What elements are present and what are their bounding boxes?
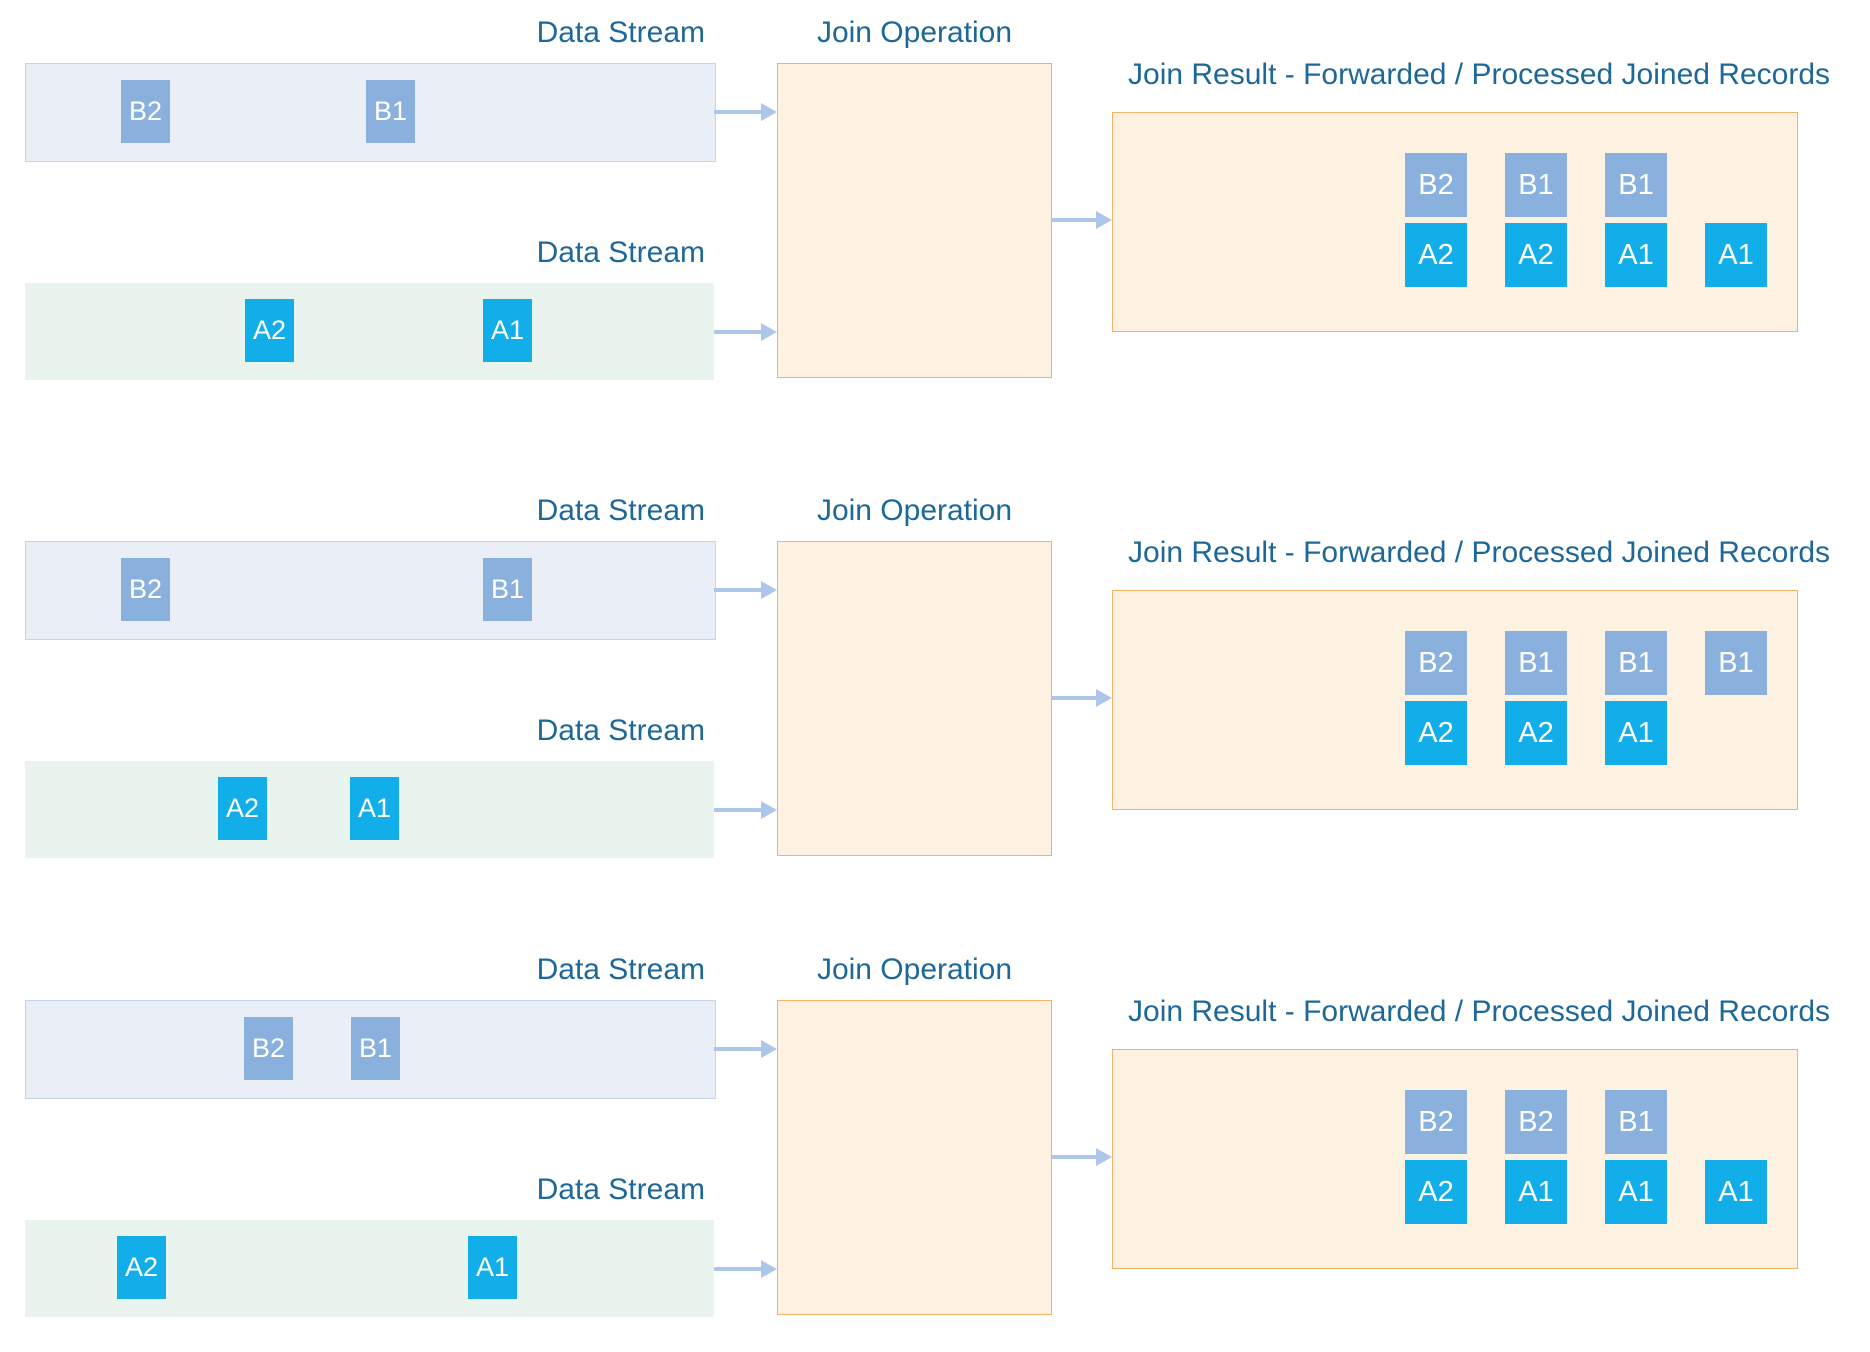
stream-a-record: A1 bbox=[483, 299, 532, 362]
join-operation-label: Join Operation bbox=[816, 16, 1013, 49]
stream-b-to-join-arrow-icon bbox=[714, 103, 777, 121]
result-record-a: A2 bbox=[1405, 223, 1467, 287]
stream-a-to-join-arrow-icon bbox=[714, 1260, 777, 1278]
result-record-a: A2 bbox=[1405, 701, 1467, 765]
result-record-b: B1 bbox=[1605, 631, 1667, 695]
result-record-b: B1 bbox=[1605, 1090, 1667, 1154]
stream-b-label: Data Stream bbox=[536, 16, 705, 49]
stream-a-bar: A2 A1 bbox=[25, 283, 714, 380]
stream-a-label: Data Stream bbox=[536, 1173, 705, 1206]
result-record-b: B2 bbox=[1405, 153, 1467, 217]
stream-a-label: Data Stream bbox=[536, 236, 705, 269]
stream-a-to-join-arrow-icon bbox=[714, 323, 777, 341]
join-operation-label: Join Operation bbox=[816, 494, 1013, 527]
stream-b-bar: B2 B1 bbox=[25, 1000, 716, 1099]
join-operation-label: Join Operation bbox=[816, 953, 1013, 986]
result-record-b: B1 bbox=[1505, 153, 1567, 217]
stream-b-label: Data Stream bbox=[536, 494, 705, 527]
join-operation-box bbox=[777, 541, 1052, 856]
join-operation-box bbox=[777, 63, 1052, 378]
stream-a-bar: A2 A1 bbox=[25, 1220, 714, 1317]
result-record-b: B1 bbox=[1605, 153, 1667, 217]
stream-a-label: Data Stream bbox=[536, 714, 705, 747]
join-result-box: B2 A2 B1 A2 B1 A1 B1 bbox=[1112, 590, 1798, 810]
result-record-a: A1 bbox=[1505, 1160, 1567, 1224]
result-record-b: B2 bbox=[1405, 631, 1467, 695]
stream-a-record: A1 bbox=[350, 777, 399, 840]
stream-b-label: Data Stream bbox=[536, 953, 705, 986]
result-record-a: A1 bbox=[1705, 1160, 1767, 1224]
stream-a-record: A2 bbox=[218, 777, 267, 840]
result-record-b: B1 bbox=[1505, 631, 1567, 695]
stream-b-to-join-arrow-icon bbox=[714, 581, 777, 599]
join-operation-box bbox=[777, 1000, 1052, 1315]
join-to-result-arrow-icon bbox=[1052, 1148, 1112, 1166]
result-record-b: B2 bbox=[1505, 1090, 1567, 1154]
result-record-b: B1 bbox=[1705, 631, 1767, 695]
join-to-result-arrow-icon bbox=[1052, 689, 1112, 707]
result-record-a: A1 bbox=[1605, 1160, 1667, 1224]
result-record-a: A2 bbox=[1505, 223, 1567, 287]
stream-a-to-join-arrow-icon bbox=[714, 801, 777, 819]
result-record-a: A1 bbox=[1605, 701, 1667, 765]
stream-b-record: B2 bbox=[121, 80, 170, 143]
join-row-1: Data Stream B2 B1 Data Stream A2 A1 Join O… bbox=[0, 0, 1870, 478]
join-result-title: Join Result - Forwarded / Processed Join… bbox=[1128, 995, 1830, 1028]
stream-a-bar: A2 A1 bbox=[25, 761, 714, 858]
stream-a-record: A2 bbox=[245, 299, 294, 362]
join-row-3: Data Stream B2 B1 Data Stream A2 A1 Join O… bbox=[0, 937, 1870, 1352]
stream-b-to-join-arrow-icon bbox=[714, 1040, 777, 1058]
join-row-2: Data Stream B2 B1 Data Stream A2 A1 Join O… bbox=[0, 478, 1870, 956]
stream-a-record: A1 bbox=[468, 1236, 517, 1299]
result-record-a: A1 bbox=[1605, 223, 1667, 287]
stream-a-record: A2 bbox=[117, 1236, 166, 1299]
stream-b-bar: B2 B1 bbox=[25, 63, 716, 162]
stream-b-record: B2 bbox=[244, 1017, 293, 1080]
result-record-a: A2 bbox=[1505, 701, 1567, 765]
result-record-b: B2 bbox=[1405, 1090, 1467, 1154]
stream-b-record: B1 bbox=[483, 558, 532, 621]
stream-b-record: B1 bbox=[351, 1017, 400, 1080]
join-result-box: B2 A2 B2 A1 B1 A1 A1 bbox=[1112, 1049, 1798, 1269]
result-record-a: A1 bbox=[1705, 223, 1767, 287]
result-record-a: A2 bbox=[1405, 1160, 1467, 1224]
stream-b-bar: B2 B1 bbox=[25, 541, 716, 640]
join-to-result-arrow-icon bbox=[1052, 211, 1112, 229]
join-result-box: B2 A2 B1 A2 B1 A1 A1 bbox=[1112, 112, 1798, 332]
join-result-title: Join Result - Forwarded / Processed Join… bbox=[1128, 58, 1830, 91]
join-result-title: Join Result - Forwarded / Processed Join… bbox=[1128, 536, 1830, 569]
stream-b-record: B2 bbox=[121, 558, 170, 621]
stream-b-record: B1 bbox=[366, 80, 415, 143]
